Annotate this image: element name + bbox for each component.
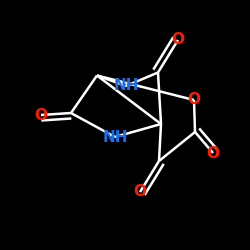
Text: O: O	[172, 32, 184, 48]
Text: NH: NH	[113, 78, 139, 94]
Text: O: O	[34, 108, 48, 122]
Text: O: O	[188, 92, 200, 108]
Text: NH: NH	[102, 130, 128, 144]
Text: O: O	[134, 184, 146, 200]
Text: O: O	[206, 146, 220, 160]
